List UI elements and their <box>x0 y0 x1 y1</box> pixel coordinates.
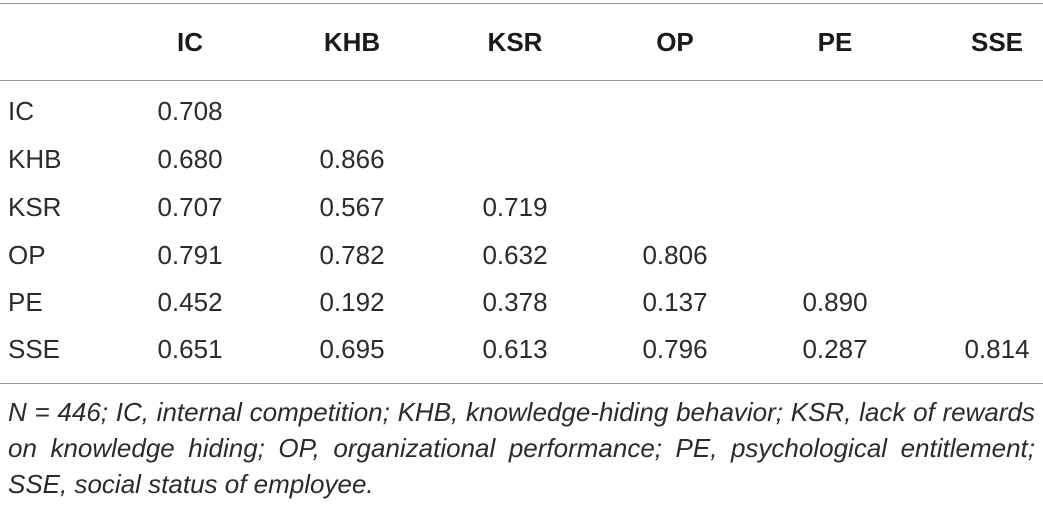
cell-value: 0.866 <box>319 144 385 174</box>
cell-value: 0.708 <box>157 96 223 126</box>
cell-value: 0.791 <box>157 240 223 270</box>
column-header: OP <box>656 27 694 57</box>
column-header: PE <box>817 27 853 57</box>
column-header: KHB <box>323 27 381 57</box>
cell-value: 0.632 <box>482 240 548 270</box>
row-label: KHB <box>8 144 62 174</box>
cell-value: 0.680 <box>157 144 223 174</box>
top-rule <box>0 3 1043 4</box>
cell-value: 0.707 <box>157 192 223 222</box>
cell-value: 0.695 <box>319 334 385 364</box>
column-header: KSR <box>487 27 543 57</box>
cell-value: 0.796 <box>642 334 708 364</box>
cell-value: 0.378 <box>482 287 548 317</box>
footnote: N = 446; IC, internal competition; KHB, … <box>8 397 1035 499</box>
bottom-rule <box>0 383 1043 384</box>
row-label: PE <box>8 287 43 317</box>
column-header: SSE <box>970 27 1024 57</box>
cell-value: 0.567 <box>319 192 385 222</box>
row-label: SSE <box>8 334 61 364</box>
cell-value: 0.806 <box>642 240 708 270</box>
cell-value: 0.137 <box>642 287 708 317</box>
cell-value: 0.452 <box>157 287 223 317</box>
header-rule <box>0 80 1043 81</box>
column-header: IC <box>177 27 203 57</box>
cell-value: 0.613 <box>482 334 548 364</box>
cell-value: 0.782 <box>319 240 385 270</box>
cell-value: 0.890 <box>802 287 868 317</box>
row-label: IC <box>8 96 34 126</box>
cell-value: 0.192 <box>319 287 385 317</box>
cell-value: 0.651 <box>157 334 223 364</box>
cell-value: 0.719 <box>482 192 548 222</box>
cell-value: 0.287 <box>802 334 868 364</box>
row-label: KSR <box>8 192 62 222</box>
cell-value: 0.814 <box>964 334 1030 364</box>
row-label: OP <box>8 240 46 270</box>
